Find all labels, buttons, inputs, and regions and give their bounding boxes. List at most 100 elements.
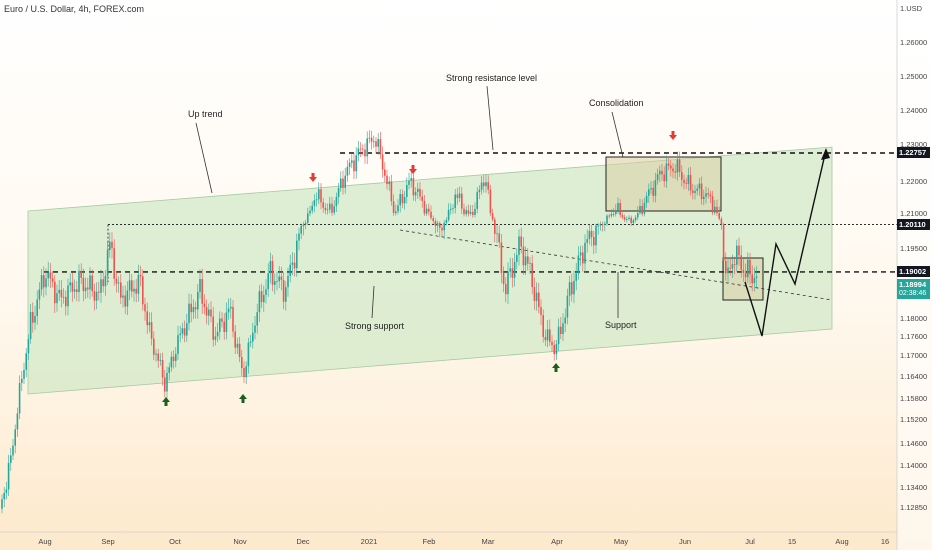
candle-body xyxy=(170,356,173,368)
candle-body xyxy=(676,159,679,173)
candle-body xyxy=(619,203,621,216)
candle-body xyxy=(604,223,606,225)
candle-body xyxy=(276,281,278,282)
candle-body xyxy=(672,168,674,172)
candle-body xyxy=(38,289,41,300)
candle-body xyxy=(342,178,344,188)
candle-body xyxy=(113,248,115,279)
candle-body xyxy=(612,213,615,215)
candle-body xyxy=(225,312,228,333)
candle-body xyxy=(595,225,597,246)
candle-body xyxy=(544,336,547,341)
candle-body xyxy=(67,285,69,307)
candle-body xyxy=(542,315,544,337)
candle-body xyxy=(412,178,415,196)
candle-body xyxy=(263,294,265,303)
candle-body xyxy=(313,200,316,206)
pointer-consolidation xyxy=(611,111,624,158)
candle-body xyxy=(747,259,749,278)
time-tick-label: Aug xyxy=(835,537,848,546)
candle-body xyxy=(166,372,168,392)
candle-body xyxy=(439,223,441,228)
candle-body xyxy=(703,196,705,200)
candle-body xyxy=(175,353,177,361)
candle-body xyxy=(89,275,91,290)
candle-body xyxy=(639,205,641,214)
candle-body xyxy=(637,213,639,218)
candle-body xyxy=(663,174,665,182)
candle-body xyxy=(98,291,100,293)
candle-body xyxy=(34,316,36,323)
time-tick-label: Feb xyxy=(423,537,436,546)
candle-body xyxy=(377,139,379,147)
candle-body xyxy=(326,209,329,211)
candle-body xyxy=(93,291,96,301)
candle-body xyxy=(373,141,375,143)
trend-line-dotted xyxy=(399,229,833,301)
candle-body xyxy=(364,149,366,157)
candle-body xyxy=(399,194,401,206)
candle-body xyxy=(630,217,632,224)
candle-body xyxy=(109,241,111,251)
candle-body xyxy=(509,268,511,272)
candle-body xyxy=(397,205,399,212)
candle-body xyxy=(78,270,80,293)
candle-body xyxy=(128,280,131,291)
candle-body xyxy=(626,219,628,220)
candle-body xyxy=(370,137,373,142)
candle-body xyxy=(617,203,619,211)
candle-body xyxy=(736,245,738,265)
price-tick-label: 1.22000 xyxy=(900,177,927,186)
candle-body xyxy=(168,367,170,373)
candle-body xyxy=(505,284,507,295)
candle-body xyxy=(709,194,712,197)
candle-body xyxy=(366,138,368,157)
candle-body xyxy=(507,271,509,295)
candle-body xyxy=(362,148,364,150)
candle-body xyxy=(216,331,219,337)
candle-body xyxy=(120,282,122,298)
candle-body xyxy=(584,242,586,264)
candle-body xyxy=(621,215,624,218)
candle-body xyxy=(513,261,516,278)
candle-body xyxy=(12,445,14,456)
candle-body xyxy=(274,281,276,285)
candle-body xyxy=(291,262,294,265)
consolidation-box-small xyxy=(722,257,764,301)
candle-body xyxy=(742,269,745,273)
candle-body xyxy=(243,368,245,378)
price-tick-label: 1.23000 xyxy=(900,140,927,149)
candle-body xyxy=(489,189,492,214)
candle-body xyxy=(60,289,63,298)
annotation-1: Strong resistance level xyxy=(446,73,537,83)
annotation-3: Strong support xyxy=(345,321,405,331)
candle-body xyxy=(632,220,635,224)
candle-body xyxy=(186,323,188,336)
time-tick-label: Sep xyxy=(101,537,114,546)
candle-body xyxy=(177,335,179,354)
pointer-strong-support xyxy=(371,285,375,319)
candle-body xyxy=(744,272,747,278)
candle-body xyxy=(485,182,487,187)
candle-body xyxy=(654,180,657,196)
candle-body xyxy=(608,215,610,217)
candle-body xyxy=(139,274,142,277)
candle-body xyxy=(161,360,164,378)
candle-body xyxy=(148,322,151,326)
price-tick-label: 1.14600 xyxy=(900,439,927,448)
candle-body xyxy=(597,225,599,227)
candle-body xyxy=(126,290,129,307)
candle-body xyxy=(159,360,162,361)
candle-body xyxy=(16,413,19,430)
candle-body xyxy=(694,190,696,193)
candle-body xyxy=(716,206,718,214)
candle-body xyxy=(417,188,419,193)
candle-body xyxy=(725,260,727,274)
candle-body xyxy=(311,205,313,211)
candle-body xyxy=(100,279,102,293)
candle-body xyxy=(707,193,709,195)
time-tick-label: Aug xyxy=(38,537,51,546)
candle-body xyxy=(232,306,234,332)
